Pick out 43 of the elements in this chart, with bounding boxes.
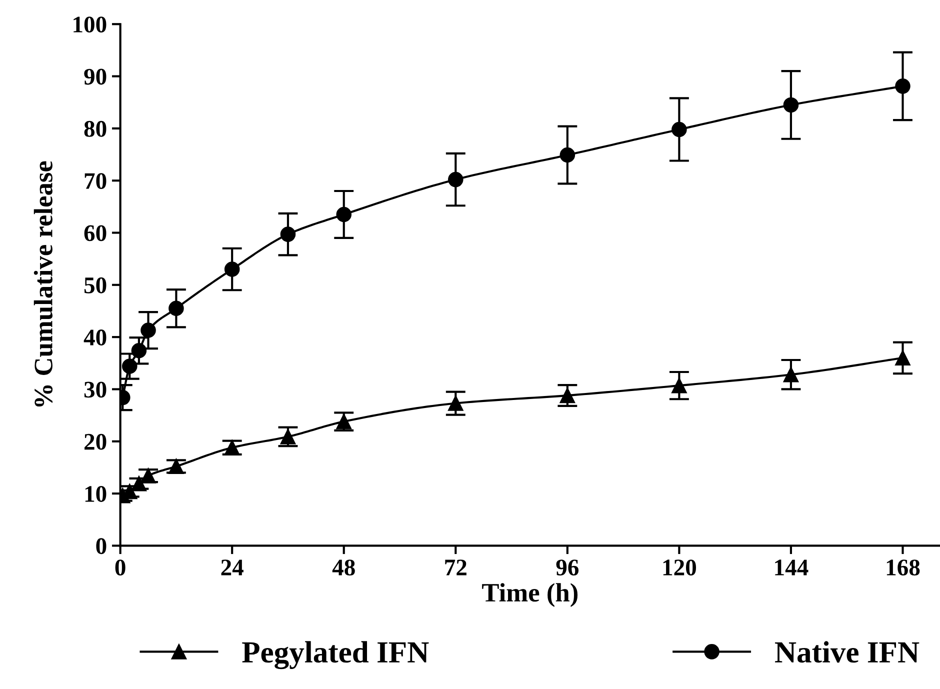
point	[224, 440, 240, 456]
x-tick-label: 168	[886, 560, 920, 576]
point	[448, 172, 464, 188]
x-tick-label: 24	[221, 560, 244, 576]
point	[895, 350, 910, 366]
point	[140, 322, 156, 338]
y-tick-label: 50	[84, 277, 106, 294]
legend-label: Pegylated IFN	[242, 641, 429, 670]
point	[122, 358, 138, 374]
point	[448, 396, 464, 411]
point	[224, 262, 240, 277]
y-tick-label: 40	[84, 330, 106, 346]
y-tick-label: 30	[84, 382, 106, 398]
point	[168, 300, 184, 316]
point	[672, 378, 687, 394]
y-tick-label: 100	[74, 16, 106, 33]
point	[336, 206, 352, 222]
point	[560, 388, 576, 404]
point	[783, 97, 799, 113]
x-tick-label: 72	[445, 560, 466, 576]
x-axis-title: Time (h)	[482, 583, 578, 608]
y-tick-label: 70	[84, 173, 106, 190]
x-tick-label: 144	[775, 560, 808, 576]
y-tick-label: 80	[84, 120, 106, 137]
point	[672, 122, 687, 138]
y-tick-label: 60	[84, 225, 106, 242]
x-tick-label: 120	[663, 560, 696, 576]
legend-label: Native IFN	[775, 641, 920, 663]
point	[560, 147, 576, 163]
point	[280, 226, 296, 242]
point	[131, 342, 147, 358]
point	[140, 468, 156, 484]
y-tick-label: 90	[84, 68, 106, 85]
point	[895, 78, 910, 94]
x-tick-label: 48	[332, 560, 355, 576]
y-axis-title: % Cumulative release	[34, 161, 53, 407]
point	[783, 366, 799, 382]
y-tick-label: 10	[85, 486, 106, 502]
y-tick-label: 0	[96, 538, 106, 554]
point	[168, 458, 184, 474]
y-tick-label: 20	[84, 434, 106, 450]
x-tick-label: 96	[556, 560, 579, 576]
x-tick-label: 0	[115, 560, 126, 576]
